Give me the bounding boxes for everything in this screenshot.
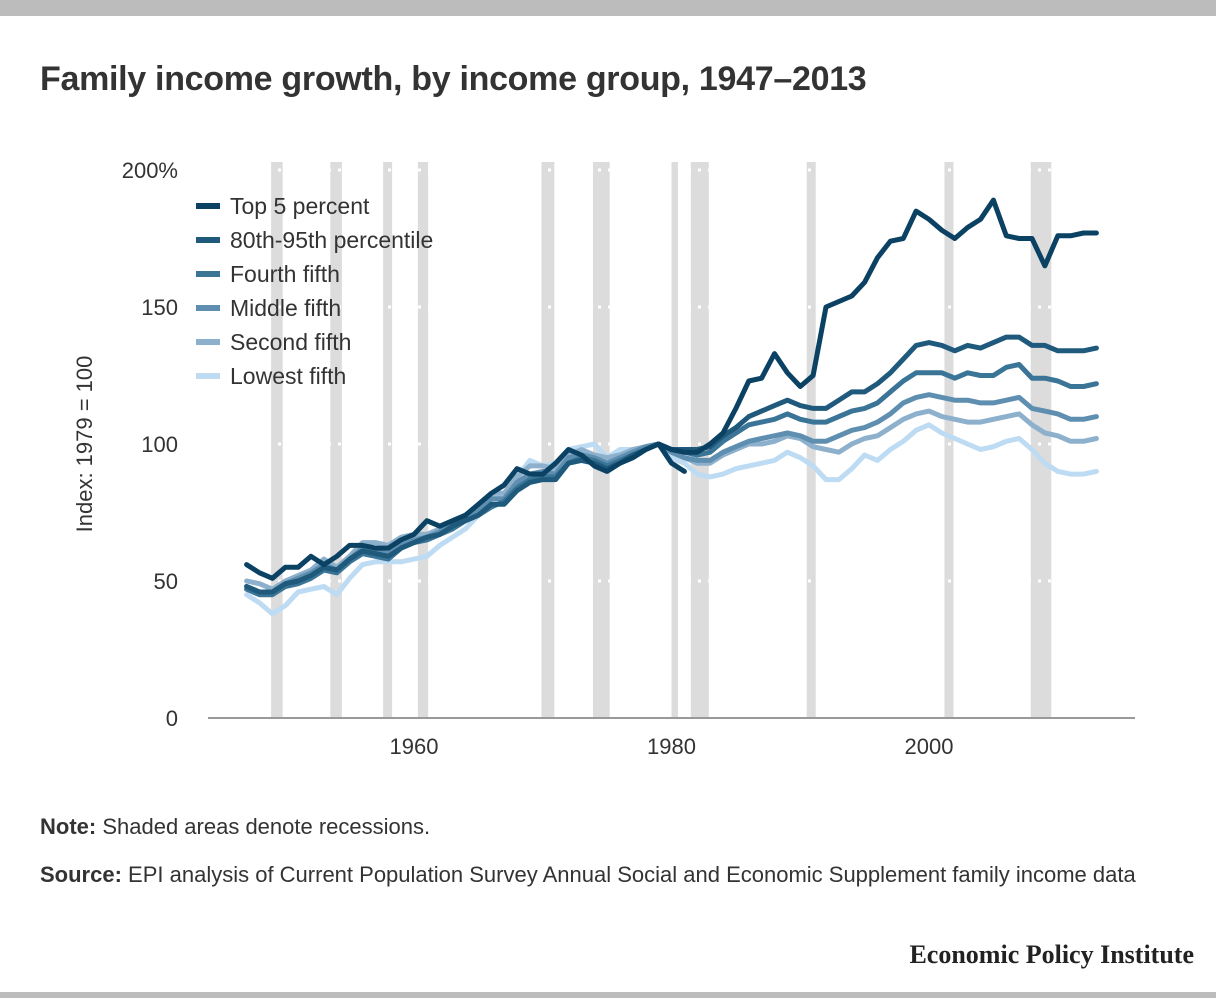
x-tick-label: 1980 [647, 734, 696, 759]
series-line-top-5-percent [244, 441, 687, 581]
y-axis-label: Index: 1979 = 100 [72, 356, 97, 533]
recession-band [671, 162, 678, 718]
series-line-lowest-fifth [244, 422, 1099, 617]
recession-band [271, 162, 283, 718]
recession-band [330, 162, 342, 718]
legend-label: 80th-95th percentile [230, 227, 433, 253]
y-tick-label: 0 [166, 706, 178, 731]
recession-band [592, 162, 610, 718]
note-text: Shaded areas denote recessions. [102, 814, 431, 839]
recession-band [690, 162, 709, 718]
recession-shading-group [271, 162, 1052, 718]
chart-title: Family income growth, by income group, 1… [40, 60, 867, 98]
y-tick-label: 200% [122, 158, 178, 183]
note: Note: Shaded areas denote recessions. [40, 814, 430, 840]
legend-label: Fourth fifth [230, 261, 340, 287]
x-tick-label: 2000 [905, 734, 954, 759]
series-line-top-5-percent-cont [656, 197, 1099, 455]
recession-band [1030, 162, 1052, 718]
y-tick-label: 150 [141, 295, 178, 320]
recession-band [417, 162, 429, 718]
legend-label: Middle fifth [230, 295, 341, 321]
legend-label: Top 5 percent [230, 193, 370, 219]
legend-label: Second fifth [230, 329, 351, 355]
y-tick-label: 100 [141, 432, 178, 457]
source-text: EPI analysis of Current Population Surve… [128, 862, 1136, 887]
brand-logo: Economic Policy Institute [909, 940, 1194, 969]
grid-lines [208, 168, 1135, 583]
y-tick-label: 50 [154, 569, 178, 594]
source: Source: EPI analysis of Current Populati… [40, 858, 1160, 891]
recession-band [944, 162, 954, 718]
note-label: Note: [40, 814, 97, 839]
source-label: Source: [40, 862, 122, 887]
series-lines [244, 197, 1099, 617]
x-tick-label: 1960 [390, 734, 439, 759]
top-border-bar [0, 0, 1216, 16]
bottom-border-bar [0, 992, 1216, 998]
legend: Top 5 percent 80th-95th percentile Fourth … [196, 193, 433, 389]
recession-band [541, 162, 555, 718]
legend-label: Lowest fifth [230, 363, 346, 389]
recession-band [383, 162, 393, 718]
x-tick-labels: 1960 1980 2000 [390, 734, 954, 759]
line-chart: 0 50 100 150 200% 1960 1980 2000 Index: 1979 =… [72, 158, 1135, 759]
y-tick-labels: 0 50 100 150 200% [122, 158, 178, 731]
